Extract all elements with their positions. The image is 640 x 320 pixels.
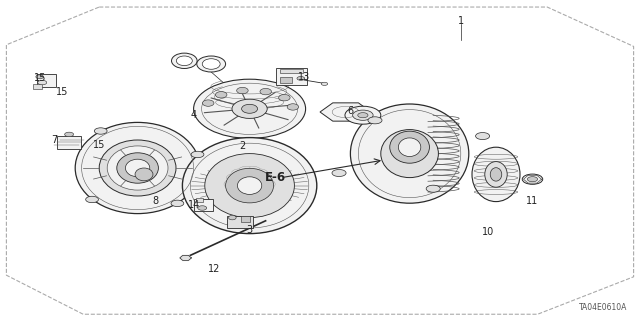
Ellipse shape	[242, 104, 258, 113]
Bar	[37, 74, 56, 87]
Circle shape	[65, 132, 74, 137]
Ellipse shape	[381, 130, 438, 178]
Bar	[227, 216, 253, 228]
Circle shape	[358, 113, 368, 118]
Bar	[33, 84, 42, 89]
Ellipse shape	[202, 100, 214, 106]
Ellipse shape	[194, 79, 306, 139]
Circle shape	[527, 177, 538, 182]
Circle shape	[171, 200, 184, 207]
Bar	[57, 136, 81, 149]
Ellipse shape	[232, 99, 268, 118]
Ellipse shape	[125, 159, 150, 177]
Ellipse shape	[116, 153, 159, 183]
Bar	[280, 77, 292, 83]
Circle shape	[426, 185, 440, 192]
Bar	[241, 216, 250, 222]
Circle shape	[476, 132, 490, 140]
Text: 15: 15	[93, 140, 106, 150]
Ellipse shape	[490, 168, 502, 181]
Ellipse shape	[202, 59, 220, 69]
Ellipse shape	[237, 87, 248, 94]
Text: 4: 4	[190, 109, 196, 120]
Ellipse shape	[76, 123, 200, 214]
Ellipse shape	[398, 138, 421, 156]
Circle shape	[94, 128, 107, 134]
Circle shape	[332, 170, 346, 177]
Text: 12: 12	[208, 264, 221, 275]
Bar	[276, 68, 307, 85]
Text: 13: 13	[298, 72, 310, 82]
Ellipse shape	[390, 131, 429, 163]
Circle shape	[368, 117, 382, 124]
Ellipse shape	[99, 140, 176, 196]
Ellipse shape	[351, 104, 468, 203]
Text: 15: 15	[56, 87, 68, 97]
Text: TA04E0610A: TA04E0610A	[579, 303, 627, 312]
Polygon shape	[180, 255, 191, 260]
Ellipse shape	[197, 56, 226, 72]
Circle shape	[191, 151, 204, 158]
Circle shape	[297, 76, 305, 80]
Circle shape	[353, 110, 373, 120]
Bar	[280, 69, 303, 73]
Text: 11: 11	[526, 196, 539, 206]
Ellipse shape	[485, 162, 508, 187]
Text: 6: 6	[348, 106, 354, 116]
Ellipse shape	[472, 147, 520, 202]
Text: 2: 2	[239, 140, 245, 151]
Ellipse shape	[182, 138, 317, 234]
Ellipse shape	[205, 154, 294, 218]
Text: 8: 8	[152, 196, 159, 206]
Ellipse shape	[172, 53, 197, 68]
Ellipse shape	[107, 146, 168, 190]
Bar	[196, 198, 203, 202]
Circle shape	[86, 196, 99, 203]
Ellipse shape	[287, 104, 299, 110]
Ellipse shape	[177, 56, 192, 66]
Text: 15: 15	[34, 73, 47, 84]
Ellipse shape	[228, 215, 236, 220]
Bar	[194, 199, 213, 211]
Text: 10: 10	[481, 227, 494, 237]
Circle shape	[522, 174, 543, 184]
Text: E-6: E-6	[264, 171, 286, 184]
Ellipse shape	[135, 168, 153, 181]
Ellipse shape	[216, 92, 227, 98]
Text: 7: 7	[51, 135, 58, 145]
Ellipse shape	[226, 168, 274, 203]
Circle shape	[36, 75, 44, 79]
Ellipse shape	[278, 94, 290, 101]
Circle shape	[38, 80, 47, 85]
Circle shape	[321, 82, 328, 85]
Ellipse shape	[237, 177, 262, 195]
Circle shape	[345, 106, 381, 124]
Text: 1: 1	[458, 16, 464, 26]
Circle shape	[198, 206, 207, 210]
Text: 14: 14	[188, 200, 201, 211]
Text: 3: 3	[246, 225, 253, 235]
Polygon shape	[320, 103, 371, 121]
Ellipse shape	[260, 88, 271, 95]
